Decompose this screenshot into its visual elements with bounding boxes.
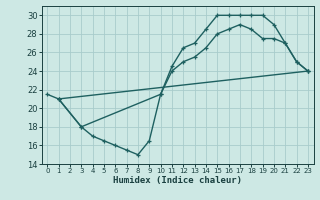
X-axis label: Humidex (Indice chaleur): Humidex (Indice chaleur) (113, 176, 242, 185)
